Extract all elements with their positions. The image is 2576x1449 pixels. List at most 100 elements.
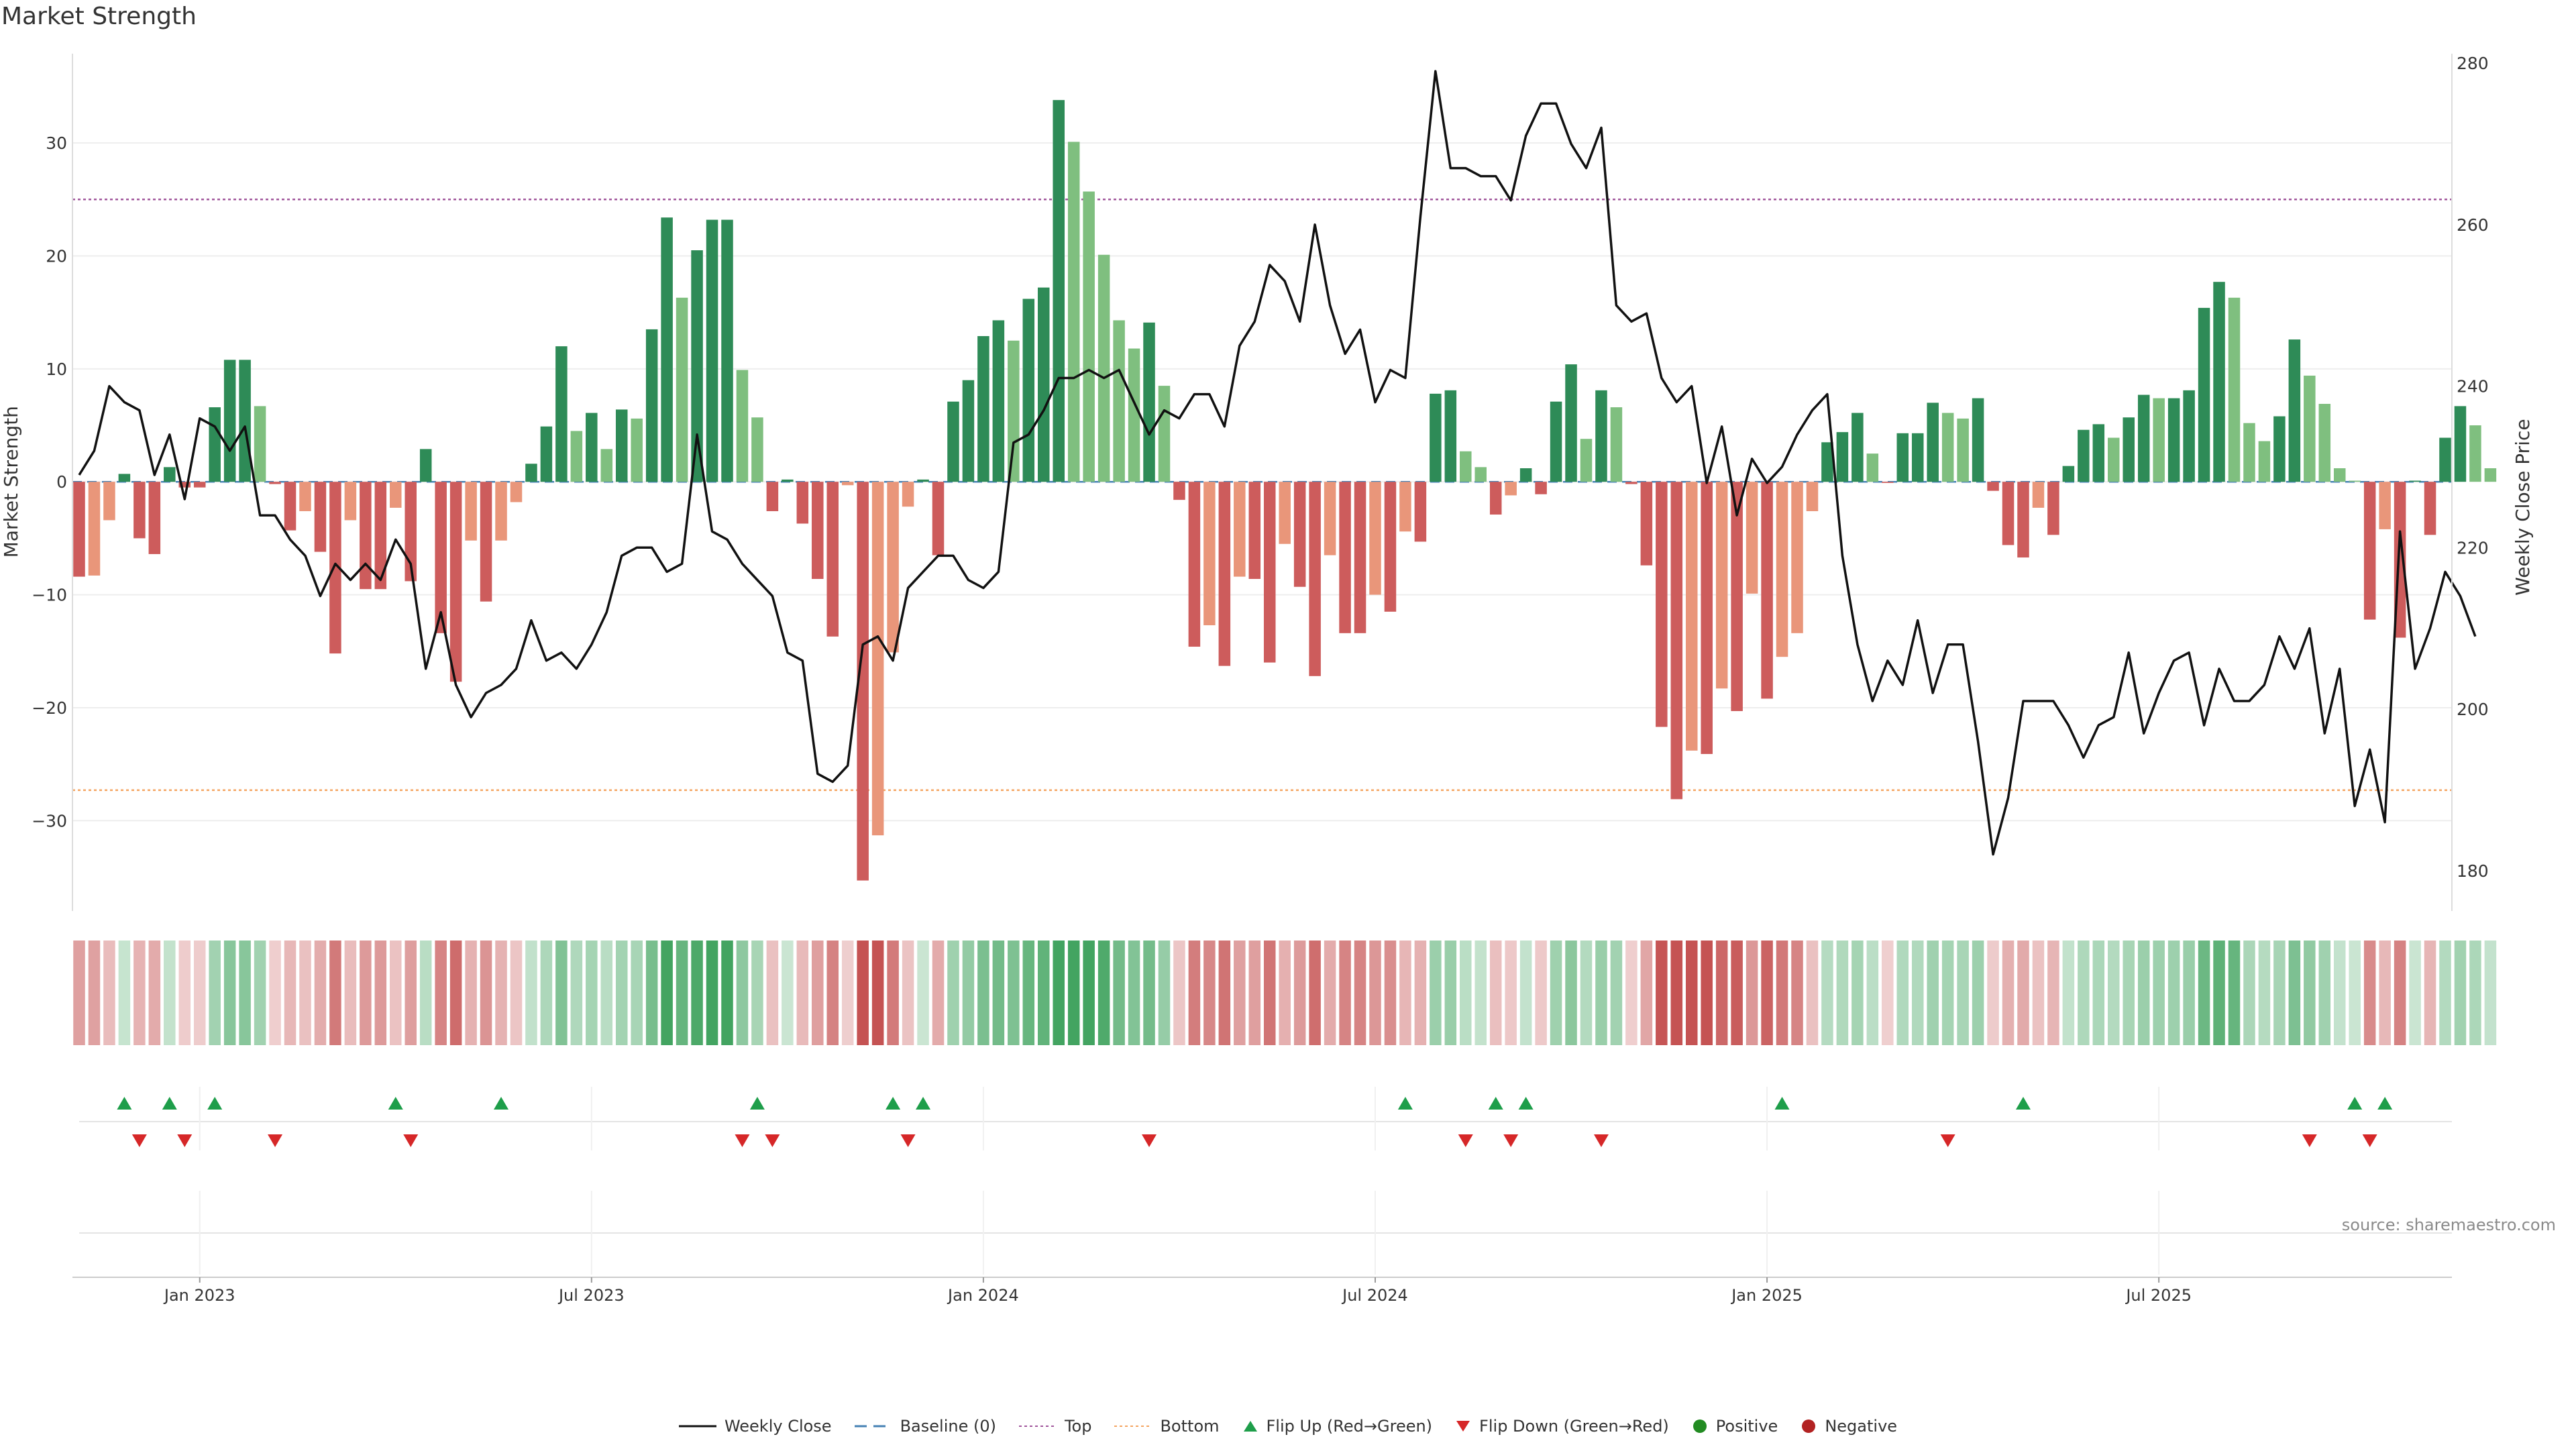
heat-band-cell (1414, 941, 1427, 1045)
strength-bar (932, 482, 945, 555)
heat-band-cell (148, 941, 161, 1045)
heat-band-cell (1339, 941, 1351, 1045)
strength-bar (1067, 142, 1080, 482)
flip-down-marker (2302, 1134, 2317, 1147)
heat-band-cell (1550, 941, 1562, 1045)
strength-bar (103, 482, 115, 521)
heat-band-cell (254, 941, 266, 1045)
bottom-line-swatch (1114, 1426, 1152, 1427)
heat-band-cell (1188, 941, 1201, 1045)
strength-bar (1037, 287, 1050, 482)
strength-bar (1911, 433, 1924, 482)
heat-band-cell (1701, 941, 1713, 1045)
strength-bar (691, 250, 703, 482)
heat-band-cell (1489, 941, 1502, 1045)
strength-bar (2213, 282, 2225, 482)
heat-band-cell (1097, 941, 1110, 1045)
strength-bar (1324, 482, 1336, 555)
strength-bar (826, 482, 839, 637)
heat-band-cell (435, 941, 447, 1045)
strength-bar (2153, 398, 2165, 482)
strength-bar (1640, 482, 1653, 566)
strength-bar (2017, 482, 2029, 558)
heat-band-cell (1595, 941, 1607, 1045)
flip-down-marker (1458, 1134, 1473, 1147)
strength-bar (1339, 482, 1351, 633)
heat-band-cell (1610, 941, 1623, 1045)
heat-band-cell (1263, 941, 1276, 1045)
flip-down-marker (1940, 1134, 1955, 1147)
heat-band-cell (1369, 941, 1381, 1045)
strength-bar (1188, 482, 1201, 647)
heat-band-cell (1067, 941, 1080, 1045)
strength-bar (374, 482, 387, 590)
heat-band-cell (525, 941, 537, 1045)
strength-bar (1896, 433, 1909, 482)
heat-band-cell (1715, 941, 1728, 1045)
flip-up-marker (1488, 1097, 1503, 1110)
strength-bar (314, 482, 327, 552)
left-y-tick-label: 30 (46, 133, 67, 153)
heat-band-cell (917, 941, 929, 1045)
heat-band-cell (2032, 941, 2045, 1045)
strength-bar (2454, 406, 2467, 482)
heat-band-cell (269, 941, 281, 1045)
strength-bar (1293, 482, 1306, 587)
heat-band-cell (2304, 941, 2316, 1045)
strength-bar (751, 417, 763, 482)
strength-bar (1957, 418, 1969, 482)
strength-bar (1354, 482, 1366, 633)
heat-band-cell (2198, 941, 2210, 1045)
strength-bar (1384, 482, 1397, 612)
strength-bar (344, 482, 357, 521)
heat-band-cell (1384, 941, 1397, 1045)
heat-band-cell (374, 941, 387, 1045)
axes: 30 20 10 0 −10 −20 −30 280 260 240 220 200 180 Market… (0, 54, 2534, 911)
heat-band-cell (1128, 941, 1140, 1045)
strength-bar (992, 320, 1005, 482)
heat-band-cell (1083, 941, 1095, 1045)
strength-bar (1399, 482, 1411, 532)
strength-bar (2092, 424, 2105, 482)
reference-lines (72, 199, 2452, 792)
heat-band-cell (826, 941, 839, 1045)
strength-bar (299, 482, 311, 511)
heat-band-cell (2333, 941, 2346, 1045)
strength-bar (1158, 386, 1171, 482)
heat-band-cell (2288, 941, 2301, 1045)
heat-band-cell (2439, 941, 2451, 1045)
heat-band-cell (1519, 941, 1532, 1045)
heat-band-cell (857, 941, 869, 1045)
heat-band-cell (405, 941, 417, 1045)
strength-bar (555, 346, 568, 482)
strength-bar (1414, 482, 1427, 542)
heat-band-cell (299, 941, 311, 1045)
strength-bar (586, 413, 598, 482)
heat-band-cell (1203, 941, 1216, 1045)
flip-down-marker (131, 1134, 147, 1147)
heat-band-cell (2002, 941, 2015, 1045)
flip-up-marker (1774, 1097, 1790, 1110)
strength-bar (2409, 480, 2421, 482)
heat-band-cell (284, 941, 297, 1045)
heat-band-cell (2424, 941, 2436, 1045)
heat-band-cell (586, 941, 598, 1045)
left-y-axis-title: Market Strength (0, 406, 22, 557)
heat-band-cell (239, 941, 251, 1045)
heat-band-cell (1218, 941, 1231, 1045)
heat-band-cell (178, 941, 191, 1045)
heat-band-cell (600, 941, 613, 1045)
strength-bar (2363, 482, 2376, 620)
strength-bar (887, 482, 899, 653)
strength-bar (2469, 425, 2481, 482)
heat-band-cell (360, 941, 372, 1045)
strength-bar (841, 482, 854, 486)
heat-band-cell (555, 941, 568, 1045)
heat-band-cell (1836, 941, 1849, 1045)
flip-down-marker (1593, 1134, 1609, 1147)
flip-down-marker (403, 1134, 419, 1147)
heat-band-cell (2213, 941, 2225, 1045)
heat-band-cell (1957, 941, 1969, 1045)
strength-bar (2032, 482, 2045, 508)
heat-band-cell (1053, 941, 1065, 1045)
